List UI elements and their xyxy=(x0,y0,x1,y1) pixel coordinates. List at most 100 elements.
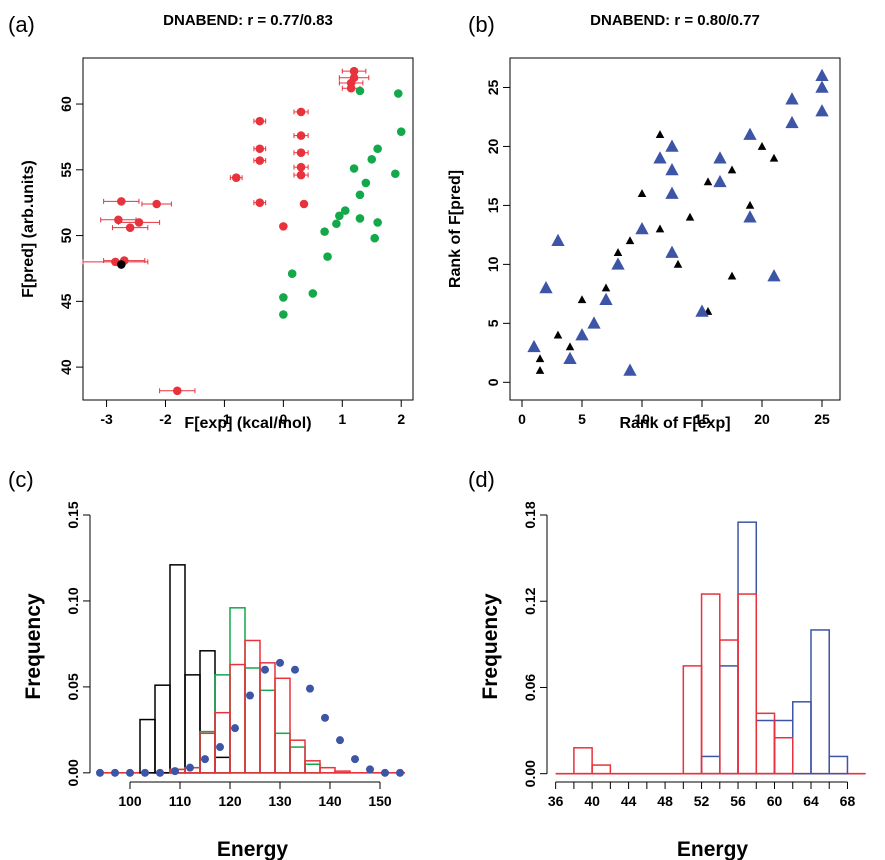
data-point xyxy=(279,222,288,231)
data-point xyxy=(336,736,344,745)
x-tick-label: -1 xyxy=(218,411,231,427)
data-point xyxy=(355,86,365,96)
data-point xyxy=(255,116,265,126)
data-point-triangle xyxy=(539,280,553,294)
plot-frame xyxy=(509,57,841,401)
panel-a: (a) DNABEND: r = 0.77/0.83 40 45 50 55 60 -3 -2 -… xyxy=(8,12,414,432)
data-point xyxy=(255,156,265,165)
data-point xyxy=(186,763,194,772)
data-point-triangle xyxy=(745,200,755,209)
y-tick-label: 0.05 xyxy=(65,673,81,700)
histogram-bar xyxy=(719,639,739,775)
x-tick-label: 20 xyxy=(754,411,770,427)
x-tick-label: 0 xyxy=(279,411,287,427)
data-point xyxy=(335,211,344,221)
histogram-bar xyxy=(755,719,776,775)
data-point-triangle xyxy=(703,177,713,186)
y-axis-label: Rank of F[pred] xyxy=(447,170,464,288)
data-point-triangle xyxy=(563,351,577,364)
x-tick-label: 1 xyxy=(338,411,346,427)
data-point-triangle xyxy=(565,342,575,351)
y-tick-label: 0.10 xyxy=(65,587,81,614)
histogram-bar xyxy=(700,755,721,775)
x-tick-label: -3 xyxy=(100,411,113,427)
chart-title: DNABEND: r = 0.77/0.83 xyxy=(163,12,333,29)
x-tick-label: 15 xyxy=(694,411,710,427)
data-point-triangle xyxy=(575,328,589,341)
x-tick-label: 130 xyxy=(268,793,292,809)
y-tick-label: 0.15 xyxy=(65,501,81,528)
data-point xyxy=(261,665,269,674)
red-histogram xyxy=(573,593,794,775)
data-point-triangle xyxy=(785,115,799,129)
y-tick-label: 0.06 xyxy=(522,674,538,701)
histogram-bar xyxy=(259,662,276,774)
x-axis-label: Rank of F[exp] xyxy=(619,415,730,432)
data-point xyxy=(361,178,371,188)
x-tick-label: 25 xyxy=(814,411,830,427)
y-tick-label: 0 xyxy=(485,378,501,386)
data-point-triangle xyxy=(653,151,667,164)
histogram-bar xyxy=(737,521,758,775)
data-point-triangle xyxy=(601,283,611,292)
histogram-bar xyxy=(274,677,291,774)
data-point xyxy=(141,768,149,777)
data-point-triangle xyxy=(815,80,829,93)
histogram-bar xyxy=(773,737,794,775)
data-point xyxy=(306,684,314,693)
x-axis-label: Energy xyxy=(217,838,289,860)
data-point xyxy=(355,190,365,200)
data-point xyxy=(332,219,341,229)
y-tick-label: 0.18 xyxy=(522,501,538,528)
histogram-bar xyxy=(184,674,201,774)
histogram-bar xyxy=(169,564,186,774)
data-point-triangle xyxy=(613,248,623,256)
black-series xyxy=(117,260,126,269)
panel-label: (c) xyxy=(8,467,34,492)
histogram-bar xyxy=(682,665,703,775)
histogram-bar xyxy=(139,718,156,774)
data-point xyxy=(381,768,389,777)
data-point xyxy=(396,127,406,136)
x-tick-label: 48 xyxy=(657,793,673,809)
x-tick-label: 5 xyxy=(578,411,586,427)
data-point-triangle xyxy=(637,189,647,197)
data-point xyxy=(156,768,164,777)
data-point-triangle xyxy=(527,339,541,353)
data-point xyxy=(172,386,182,396)
y-axis-label: F[pred] (arb.units) xyxy=(20,160,37,298)
data-point-triangle xyxy=(815,104,829,117)
data-point xyxy=(134,218,144,227)
x-tick-label: 110 xyxy=(169,793,192,809)
histogram-bar xyxy=(259,689,276,774)
histogram-bar xyxy=(737,593,758,775)
histogram-bar xyxy=(289,746,306,774)
data-point-triangle xyxy=(743,210,757,223)
histogram-bar xyxy=(828,755,849,775)
data-point-triangle xyxy=(665,245,679,258)
data-point xyxy=(370,233,379,243)
histogram-bar xyxy=(154,684,171,774)
data-point xyxy=(340,206,350,215)
data-point-triangle xyxy=(553,330,563,339)
x-tick-label: 44 xyxy=(621,793,637,809)
data-point xyxy=(296,131,306,140)
data-point xyxy=(279,310,288,319)
histogram-bar xyxy=(700,593,721,775)
data-point-triangle xyxy=(727,165,737,174)
data-point-triangle xyxy=(785,92,799,105)
data-point xyxy=(201,755,209,764)
x-tick-label: 60 xyxy=(767,793,783,809)
data-point xyxy=(299,199,309,209)
data-point xyxy=(355,214,365,223)
histogram-bar xyxy=(304,763,321,774)
x-tick-label: 40 xyxy=(584,793,600,809)
chart-title: DNABEND: r = 0.80/0.77 xyxy=(590,12,760,29)
blue-series xyxy=(96,658,404,777)
data-point xyxy=(296,107,306,117)
histogram-bar xyxy=(229,607,246,774)
y-tick-label: 15 xyxy=(485,197,501,213)
data-point-triangle xyxy=(685,212,695,221)
data-point xyxy=(373,144,382,154)
data-point-triangle xyxy=(713,151,727,164)
